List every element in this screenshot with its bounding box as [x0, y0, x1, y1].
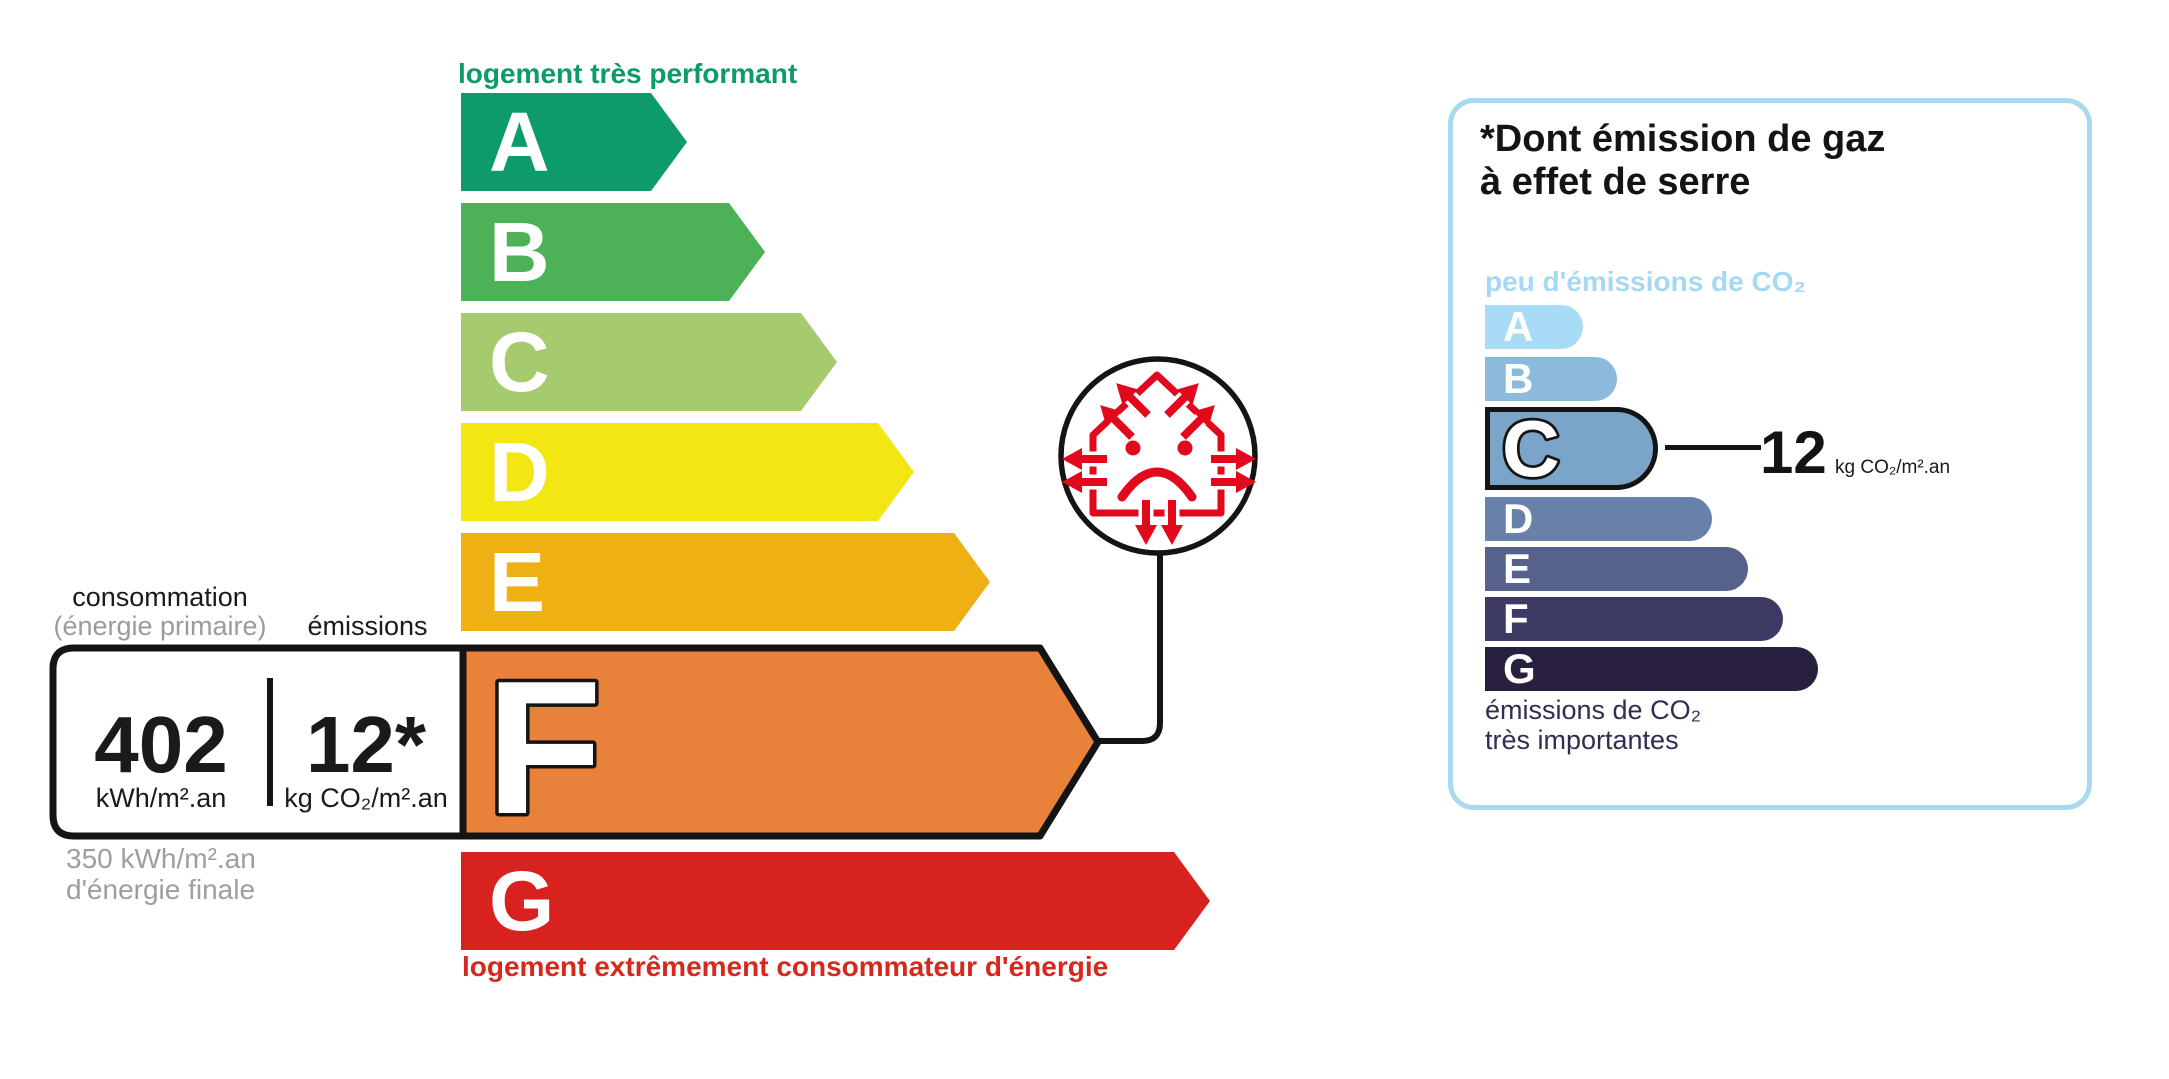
energy-class-f-letter: F: [486, 642, 602, 850]
co2-bottom-label-line1: émissions de CO₂: [1485, 695, 1702, 725]
co2-panel-title: *Dont émission de gaz à effet de serre: [1480, 118, 1885, 204]
co2-class-d-letter: D: [1503, 495, 1534, 542]
final-energy-line2: d'énergie finale: [66, 874, 256, 905]
energy-class-g-arrow: G: [461, 852, 1210, 950]
energy-class-g-letter: G: [489, 854, 555, 948]
emissions-value: 12*: [306, 700, 427, 789]
co2-class-d-bar: D: [1485, 497, 1712, 541]
energy-class-b-letter: B: [489, 205, 550, 299]
final-energy-note: 350 kWh/m².an d'énergie finale: [66, 843, 256, 905]
consumption-header: consommation (énergie primaire): [40, 583, 280, 641]
energy-class-d-letter: D: [489, 425, 550, 519]
co2-class-c-letter-svg: C: [1499, 414, 1562, 488]
co2-top-label: peu d'émissions de CO₂: [1485, 266, 1806, 297]
consumption-header-line2: (énergie primaire): [53, 611, 267, 641]
house-frown-mouth: [1117, 467, 1197, 502]
co2-class-a-letter: A: [1503, 303, 1534, 350]
co2-class-e-bar: E: [1485, 547, 1748, 591]
consumption-value: 402: [94, 700, 227, 789]
co2-class-f-letter: F: [1503, 595, 1529, 642]
energy-bottom-label: logement extrêmement consommateur d'éner…: [462, 951, 1109, 982]
energy-top-label: logement très performant: [458, 58, 798, 89]
selected-energy-class-row: 402 kWh/m².an 12* kg CO₂/m².an F: [49, 639, 1102, 850]
final-energy-line1: 350 kWh/m².an: [66, 843, 256, 874]
energy-class-a-letter: A: [489, 95, 550, 189]
co2-bottom-label-line2: très importantes: [1485, 725, 1679, 755]
co2-class-f-bar: F: [1485, 597, 1783, 641]
house-left-eye: [1125, 440, 1141, 456]
co2-value-pointer-line: [1665, 445, 1761, 450]
co2-class-a-bar: A: [1485, 305, 1583, 349]
co2-panel: *Dont émission de gaz à effet de serre p…: [1448, 98, 2092, 810]
co2-class-b-bar: B: [1485, 357, 1617, 401]
co2-class-b-letter: B: [1503, 355, 1534, 402]
co2-class-c-bar-selected: C: [1485, 407, 1658, 490]
co2-title-line1: *Dont émission de gaz: [1480, 118, 1886, 160]
energy-class-c-letter: C: [489, 315, 550, 409]
energy-class-a-arrow: A: [461, 93, 687, 191]
energy-loss-house-icon: [1052, 356, 1264, 556]
energy-class-d-arrow: D: [461, 423, 914, 521]
co2-class-g-letter: G: [1503, 645, 1536, 692]
co2-bottom-label: émissions de CO₂ très importantes: [1485, 695, 1701, 755]
energy-class-c-arrow: C: [461, 313, 837, 411]
co2-class-e-letter: E: [1503, 545, 1532, 592]
connector-line: [1095, 550, 1163, 744]
energy-class-e-arrow: E: [461, 533, 990, 631]
emissions-header: émissions: [307, 611, 428, 641]
co2-class-g-bar: G: [1485, 647, 1818, 691]
energy-class-b-arrow: B: [461, 203, 765, 301]
co2-class-c-letter: C: [1502, 414, 1560, 488]
co2-value: 12: [1760, 419, 1827, 486]
house-icon-connector: [1095, 550, 1163, 744]
energy-class-e-letter: E: [489, 535, 546, 629]
house-right-eye: [1177, 440, 1193, 456]
emissions-unit: kg CO₂/m².an: [284, 783, 448, 813]
house-outline: [1089, 371, 1225, 517]
value-box: [49, 644, 467, 840]
co2-title-line2: à effet de serre: [1480, 161, 1751, 203]
consumption-unit: kWh/m².an: [96, 783, 227, 813]
co2-value-unit: kg CO₂/m².an: [1835, 457, 1951, 478]
consumption-header-line1: consommation: [72, 582, 248, 612]
icon-circle: [1058, 356, 1258, 556]
